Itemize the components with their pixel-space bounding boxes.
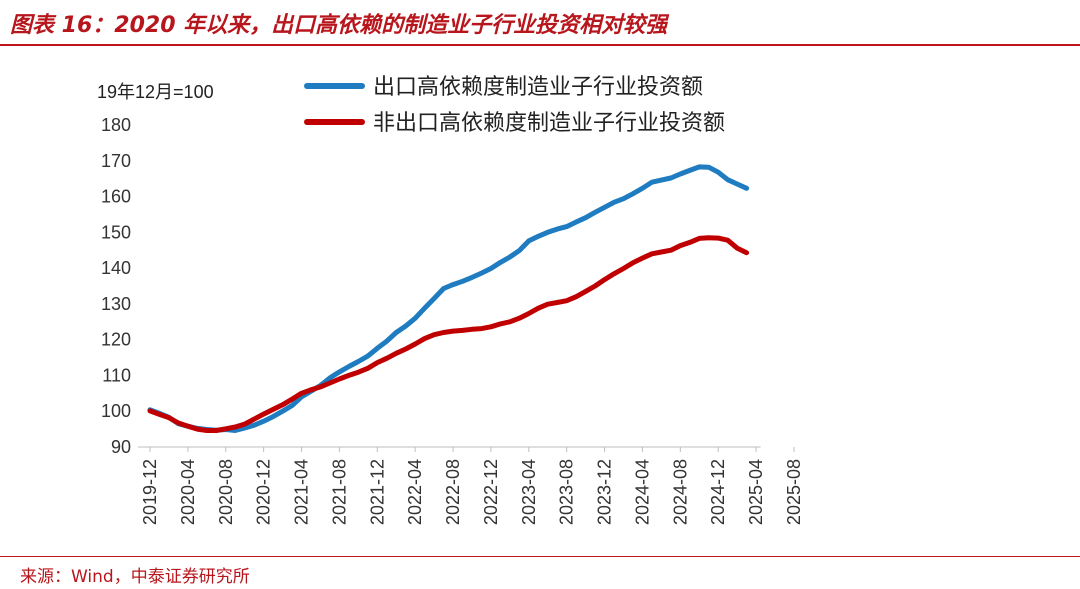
y-tick-label: 100 bbox=[101, 401, 131, 421]
x-tick-label: 2022-08 bbox=[443, 459, 463, 525]
x-tick-label: 2022-04 bbox=[405, 459, 425, 525]
series-line-export-low bbox=[147, 235, 750, 433]
y-tick-label: 90 bbox=[111, 437, 131, 457]
x-tick-label: 2021-08 bbox=[329, 459, 349, 525]
x-tick-label: 2025-08 bbox=[784, 459, 804, 525]
x-tick-label: 2020-08 bbox=[216, 459, 236, 525]
x-tick-label: 2023-12 bbox=[595, 459, 615, 525]
y-tick-label: 140 bbox=[101, 258, 131, 278]
y-tick-label: 110 bbox=[102, 365, 131, 385]
series-line-export-high bbox=[147, 164, 750, 433]
legend-label: 非出口高依赖度制造业子行业投资额 bbox=[373, 111, 725, 136]
figure-title: 图表 16：2020 年以来，出口高依赖的制造业子行业投资相对较强 bbox=[10, 13, 668, 38]
x-tick-label: 2024-08 bbox=[670, 459, 690, 525]
line-chart: 19年12月=100 90 100 110 120 130 140 150 160 170 180 2… bbox=[97, 75, 804, 525]
x-tick-label: 2025-04 bbox=[746, 459, 766, 525]
source-note: 来源：Wind，中泰证券研究所 bbox=[20, 567, 250, 587]
y-tick-label: 170 bbox=[101, 151, 131, 171]
x-tick-label: 2023-04 bbox=[519, 459, 539, 525]
y-tick-label: 120 bbox=[101, 330, 131, 350]
y-tick-label: 150 bbox=[101, 222, 131, 242]
x-tick-label: 2021-12 bbox=[367, 459, 387, 525]
x-tick-label: 2021-04 bbox=[292, 459, 312, 525]
y-tick-label: 160 bbox=[101, 187, 131, 207]
footer-rule bbox=[0, 556, 1080, 557]
x-tick-label: 2019-12 bbox=[140, 459, 160, 525]
x-tick-label: 2023-08 bbox=[557, 459, 577, 525]
title-rule bbox=[0, 44, 1080, 46]
x-tick-label: 2020-04 bbox=[178, 459, 198, 525]
y-tick-label: 180 bbox=[101, 115, 131, 135]
x-tick-label: 2022-12 bbox=[481, 459, 501, 525]
x-tick-label: 2020-12 bbox=[254, 459, 274, 525]
x-tick-label: 2024-12 bbox=[708, 459, 728, 525]
legend-label: 出口高依赖度制造业子行业投资额 bbox=[373, 75, 703, 100]
x-tick-label: 2024-04 bbox=[632, 459, 652, 525]
y-tick-label: 130 bbox=[101, 294, 131, 314]
unit-label: 19年12月=100 bbox=[97, 82, 214, 102]
